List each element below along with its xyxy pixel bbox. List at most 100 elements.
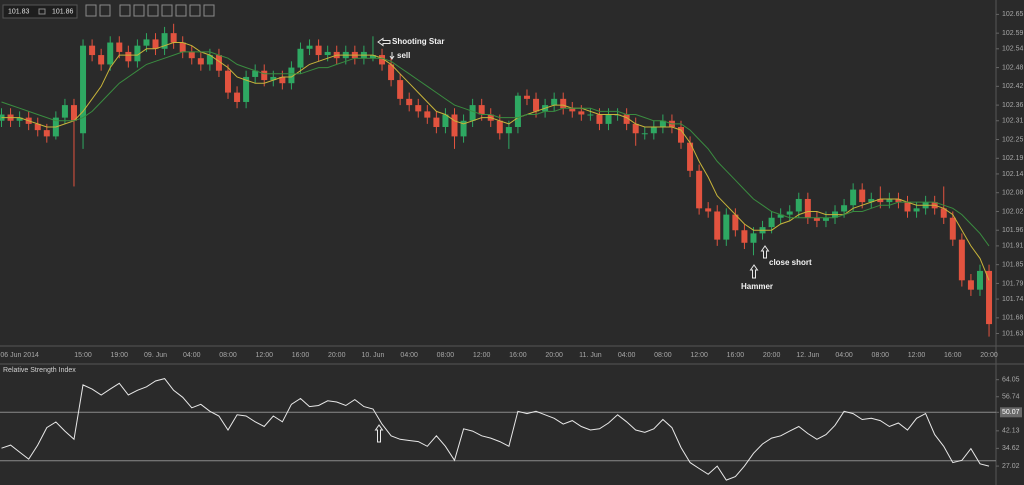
candle-body [949, 217, 956, 240]
quote-icon [38, 8, 46, 15]
bid-price: 101.83 [8, 8, 30, 15]
x-tick-label: 20:00 [980, 352, 998, 359]
arrow [760, 245, 770, 259]
candle-body [850, 189, 857, 206]
candle-body [523, 95, 530, 99]
candle-body [632, 123, 639, 134]
x-tick-label: 20:00 [328, 352, 346, 359]
zoom-out-button[interactable] [99, 4, 111, 17]
moving-average [1, 51, 990, 247]
tool-button[interactable] [161, 4, 173, 17]
x-tick-label: 16:00 [944, 352, 962, 359]
candle-body [261, 70, 268, 81]
x-tick-label: 11. Jun [579, 352, 602, 359]
y-tick-label: 101.63 [1002, 330, 1024, 337]
candle-body [687, 142, 694, 171]
candle-body [533, 98, 540, 112]
y-tick-label: 102.59 [1002, 30, 1024, 37]
y-tick-label: 102.36 [1002, 102, 1024, 109]
y-tick-label: 34.62 [1002, 445, 1020, 452]
tool-button[interactable] [189, 4, 201, 17]
candle-body [841, 205, 848, 212]
candle-body [415, 105, 422, 112]
candle-body [795, 198, 802, 212]
candle-body [714, 211, 721, 240]
x-tick-label: 12. Jun [796, 352, 819, 359]
annotation: Hammer [741, 282, 773, 291]
tool-button[interactable] [133, 4, 145, 17]
candle-body [70, 105, 77, 121]
candle-body [306, 45, 313, 49]
candle-body [587, 114, 594, 116]
candle-body [732, 214, 739, 231]
x-tick-label: 12:00 [473, 352, 491, 359]
candle-body [451, 114, 458, 137]
candle-body [859, 189, 866, 203]
candle-body [170, 33, 177, 43]
x-tick-label: 15:00 [74, 352, 92, 359]
candle-body [895, 198, 902, 203]
candle-body [215, 55, 222, 71]
candle-body [750, 233, 757, 243]
y-tick-label: 101.74 [1002, 296, 1024, 303]
candle-body [234, 92, 241, 102]
ask-price: 101.86 [52, 8, 74, 15]
rsi-title: Relative Strength Index [3, 367, 76, 374]
y-tick-label: 102.25 [1002, 136, 1024, 143]
x-tick-label: 20:00 [763, 352, 781, 359]
y-tick-label: 64.05 [1002, 377, 1020, 384]
x-tick-label: 04:00 [400, 352, 418, 359]
candle-body [496, 120, 503, 134]
candle-body [469, 105, 476, 121]
candle-body [197, 58, 204, 65]
y-tick-label: 102.65 [1002, 11, 1024, 18]
candle-body [886, 198, 893, 203]
x-tick-label: 16:00 [727, 352, 745, 359]
candle-body [225, 70, 231, 93]
value-box [1000, 407, 1022, 418]
candle-body [34, 123, 41, 131]
candle-body [406, 98, 413, 106]
candle-body [478, 105, 485, 115]
candle-body [723, 214, 730, 240]
candle-body [578, 111, 585, 115]
zoom-in-button[interactable] [85, 4, 97, 17]
y-tick-label: 102.19 [1002, 155, 1024, 162]
y-tick-label: 102.14 [1002, 171, 1024, 178]
candle-body [741, 230, 748, 243]
candle-body [605, 114, 612, 124]
candle-body [206, 55, 213, 65]
candle-body [388, 64, 395, 81]
candle-body [958, 239, 965, 281]
y-tick-label: 102.48 [1002, 64, 1024, 71]
y-tick-label: 27.02 [1002, 463, 1020, 470]
candle-body [560, 98, 567, 109]
x-tick-label: 16:00 [509, 352, 527, 359]
x-tick-label: 08:00 [219, 352, 237, 359]
y-tick-label: 102.02 [1002, 208, 1024, 215]
x-tick-label: 20:00 [545, 352, 563, 359]
quote-box [2, 4, 78, 19]
candle-body [80, 45, 87, 134]
candle-body [804, 198, 811, 218]
tool-button[interactable] [175, 4, 187, 17]
x-tick-label: 08:00 [872, 352, 890, 359]
x-tick-label: 12:00 [255, 352, 273, 359]
tool-button[interactable] [147, 4, 159, 17]
tool-button[interactable] [119, 4, 131, 17]
candle-body [986, 270, 993, 325]
arrow [389, 52, 395, 60]
y-tick-label: 102.08 [1002, 190, 1024, 197]
candle-body [913, 208, 920, 212]
candle-body [822, 217, 829, 221]
tool-button[interactable] [203, 4, 215, 17]
x-tick-label: 09. Jun [144, 352, 167, 359]
x-tick-label: 06 Jun 2014 [0, 352, 39, 359]
candle-body [379, 55, 386, 65]
y-tick-label: 101.79 [1002, 280, 1024, 287]
candle-body [460, 120, 467, 137]
candle-body [315, 45, 322, 56]
